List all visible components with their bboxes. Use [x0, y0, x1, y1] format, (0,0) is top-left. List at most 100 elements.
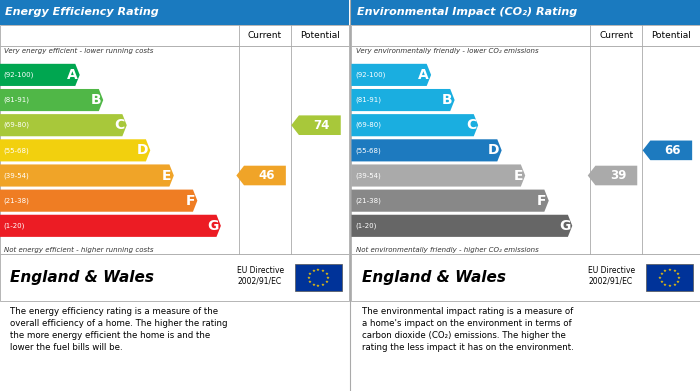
- Text: ★: ★: [676, 272, 680, 276]
- Polygon shape: [291, 115, 341, 135]
- Text: ★: ★: [324, 280, 328, 284]
- Polygon shape: [237, 166, 286, 185]
- Text: ★: ★: [659, 272, 664, 276]
- Text: ★: ★: [312, 269, 315, 273]
- Text: Potential: Potential: [300, 31, 339, 40]
- Text: Energy Efficiency Rating: Energy Efficiency Rating: [5, 7, 159, 17]
- Text: (21-38): (21-38): [355, 197, 381, 204]
- Text: (55-68): (55-68): [355, 147, 381, 154]
- Polygon shape: [351, 139, 502, 161]
- Text: ★: ★: [663, 283, 666, 287]
- Bar: [0, 254, 349, 301]
- Text: D: D: [488, 143, 500, 157]
- Polygon shape: [351, 215, 573, 237]
- Text: ★: ★: [668, 267, 671, 271]
- Bar: [351, 0, 700, 25]
- Text: England & Wales: England & Wales: [10, 270, 155, 285]
- Polygon shape: [0, 215, 221, 237]
- Text: EU Directive
2002/91/EC: EU Directive 2002/91/EC: [237, 265, 284, 285]
- Text: (69-80): (69-80): [355, 122, 381, 129]
- Bar: [0, 47, 349, 254]
- Bar: [351, 254, 700, 301]
- Polygon shape: [351, 190, 549, 212]
- Polygon shape: [588, 166, 637, 185]
- Text: C: C: [114, 118, 125, 132]
- Text: ★: ★: [676, 280, 680, 284]
- Text: B: B: [442, 93, 452, 107]
- Bar: [0, 25, 349, 47]
- Polygon shape: [351, 64, 431, 86]
- Polygon shape: [351, 114, 478, 136]
- Text: ★: ★: [308, 272, 312, 276]
- Text: ★: ★: [316, 284, 320, 288]
- Text: (92-100): (92-100): [355, 72, 385, 78]
- Text: The environmental impact rating is a measure of
a home's impact on the environme: The environmental impact rating is a mea…: [362, 307, 573, 352]
- Text: Environmental Impact (CO₂) Rating: Environmental Impact (CO₂) Rating: [356, 7, 577, 17]
- Text: D: D: [136, 143, 148, 157]
- Text: ★: ★: [316, 267, 320, 271]
- Text: Not energy efficient - higher running costs: Not energy efficient - higher running co…: [4, 247, 154, 253]
- Text: (81-91): (81-91): [355, 97, 381, 103]
- Text: ★: ★: [658, 276, 662, 280]
- Text: C: C: [466, 118, 476, 132]
- Text: Very environmentally friendly - lower CO₂ emissions: Very environmentally friendly - lower CO…: [356, 48, 538, 54]
- Text: (1-20): (1-20): [4, 222, 25, 229]
- Polygon shape: [0, 139, 150, 161]
- Text: F: F: [537, 194, 547, 208]
- Text: 66: 66: [665, 144, 681, 157]
- Text: 39: 39: [610, 169, 627, 182]
- Text: ★: ★: [321, 283, 325, 287]
- Text: (21-38): (21-38): [4, 197, 29, 204]
- Text: A: A: [67, 68, 78, 82]
- Text: (69-80): (69-80): [4, 122, 29, 129]
- Text: ★: ★: [663, 269, 666, 273]
- Bar: [351, 47, 700, 254]
- Text: ★: ★: [672, 269, 676, 273]
- Polygon shape: [0, 190, 197, 212]
- Polygon shape: [643, 140, 692, 160]
- Text: (1-20): (1-20): [355, 222, 377, 229]
- Text: Current: Current: [599, 31, 634, 40]
- Polygon shape: [0, 89, 103, 111]
- Text: (81-91): (81-91): [4, 97, 29, 103]
- Text: (55-68): (55-68): [4, 147, 29, 154]
- Text: ★: ★: [321, 269, 325, 273]
- Polygon shape: [351, 165, 525, 187]
- Text: ★: ★: [326, 276, 330, 280]
- Polygon shape: [0, 64, 80, 86]
- Text: ★: ★: [308, 280, 312, 284]
- Text: ★: ★: [312, 283, 315, 287]
- Text: E: E: [514, 169, 523, 183]
- Text: ★: ★: [677, 276, 681, 280]
- Bar: [351, 25, 700, 47]
- Bar: [646, 264, 693, 291]
- Text: Potential: Potential: [651, 31, 691, 40]
- Text: A: A: [419, 68, 429, 82]
- Text: 74: 74: [314, 119, 330, 132]
- Text: G: G: [559, 219, 570, 233]
- Bar: [295, 264, 342, 291]
- Text: Current: Current: [248, 31, 282, 40]
- Text: ★: ★: [659, 280, 664, 284]
- Text: (92-100): (92-100): [4, 72, 34, 78]
- Text: ★: ★: [668, 284, 671, 288]
- Text: Very energy efficient - lower running costs: Very energy efficient - lower running co…: [4, 48, 153, 54]
- Text: ★: ★: [307, 276, 311, 280]
- Polygon shape: [351, 89, 454, 111]
- Text: England & Wales: England & Wales: [362, 270, 506, 285]
- Polygon shape: [0, 114, 127, 136]
- Text: (39-54): (39-54): [4, 172, 29, 179]
- Text: EU Directive
2002/91/EC: EU Directive 2002/91/EC: [589, 265, 636, 285]
- Text: F: F: [186, 194, 195, 208]
- Text: ★: ★: [324, 272, 328, 276]
- Text: E: E: [162, 169, 172, 183]
- Polygon shape: [0, 165, 174, 187]
- Text: ★: ★: [672, 283, 676, 287]
- Bar: [0, 0, 349, 25]
- Text: B: B: [90, 93, 101, 107]
- Text: The energy efficiency rating is a measure of the
overall efficiency of a home. T: The energy efficiency rating is a measur…: [10, 307, 228, 352]
- Text: 46: 46: [258, 169, 275, 182]
- Text: G: G: [207, 219, 219, 233]
- Text: Not environmentally friendly - higher CO₂ emissions: Not environmentally friendly - higher CO…: [356, 247, 538, 253]
- Text: (39-54): (39-54): [355, 172, 381, 179]
